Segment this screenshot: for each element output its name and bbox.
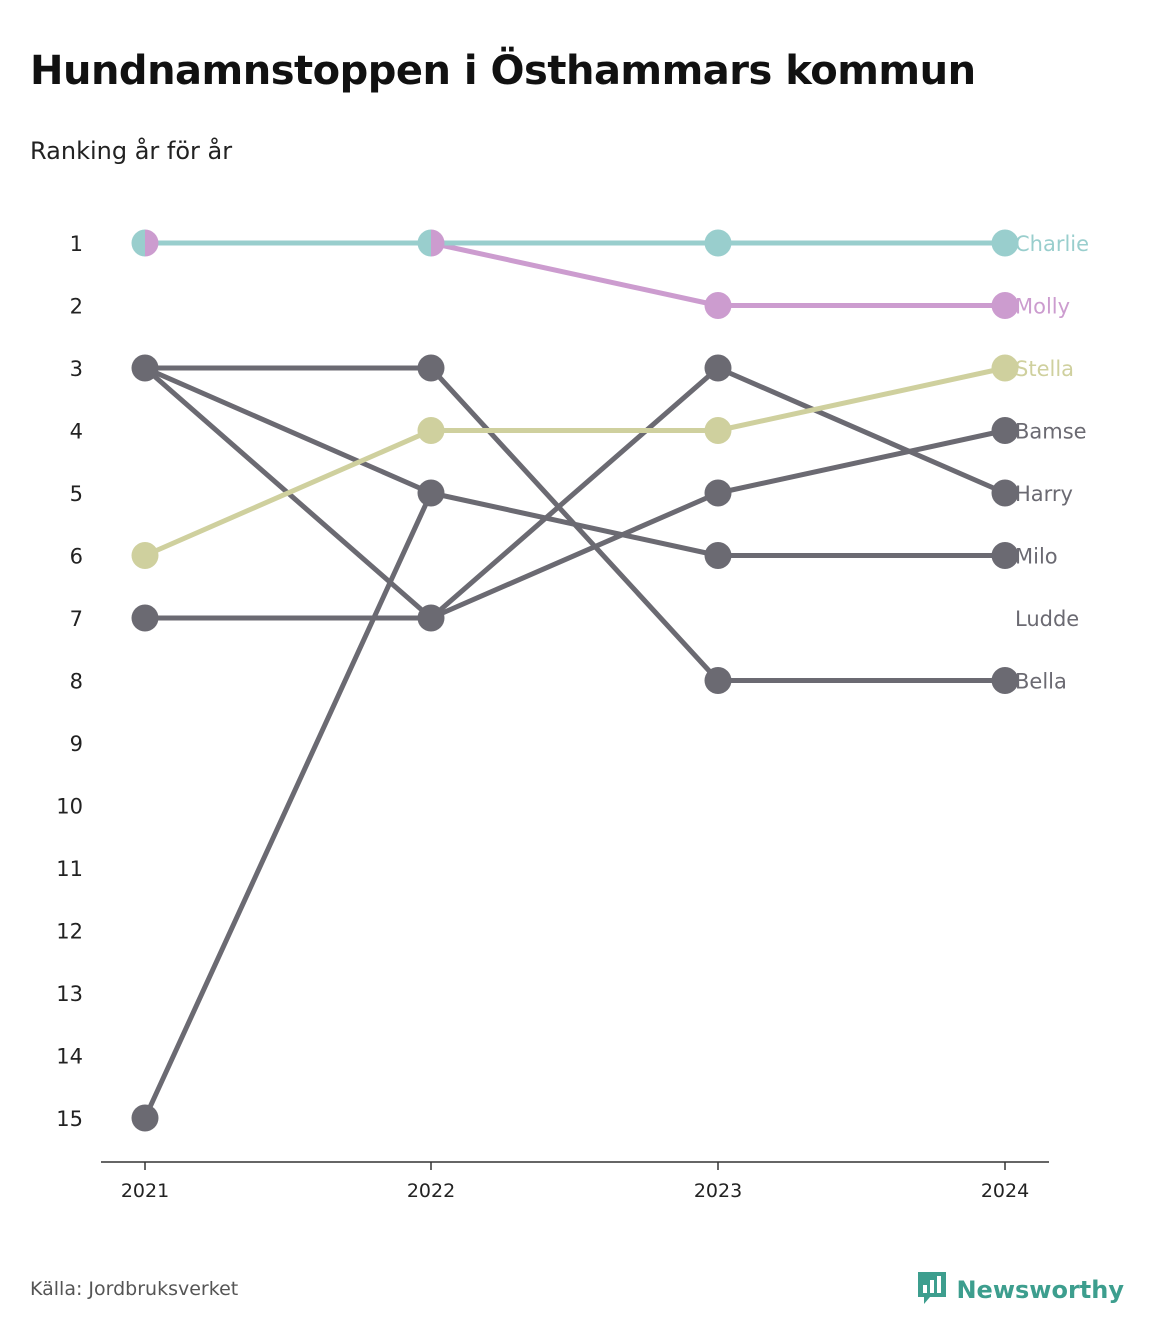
- series-point-ludde: [417, 479, 445, 507]
- y-tick-label: 12: [56, 920, 83, 944]
- series-point-bamse: [417, 604, 445, 632]
- series-lines: [142, 240, 1008, 1121]
- series-point-molly: [991, 292, 1019, 319]
- brand-logo: Newsworthy: [916, 1270, 1124, 1310]
- series-point-harry: [704, 354, 732, 382]
- series-label-charlie: Charlie: [1015, 232, 1089, 256]
- series-point-harry: [131, 604, 159, 632]
- y-tick-label: 13: [56, 982, 83, 1006]
- series-label-stella: Stella: [1015, 357, 1074, 381]
- y-tick-label: 14: [56, 1045, 83, 1069]
- series-line-stella: [142, 365, 1008, 558]
- y-tick-label: 5: [70, 482, 83, 506]
- y-tick-label: 3: [70, 357, 83, 381]
- series-point-molly: [704, 292, 732, 319]
- x-tick-label: 2022: [407, 1180, 455, 1202]
- series-point-ludde: [131, 1104, 159, 1132]
- series-point-bella: [991, 667, 1019, 694]
- y-tick-label: 15: [56, 1107, 83, 1131]
- series-points: [131, 229, 1019, 1132]
- series-point-charlie: [417, 229, 431, 257]
- newsworthy-logo-icon: [916, 1270, 948, 1310]
- series-point-stella: [704, 417, 732, 444]
- series-point-harry: [991, 479, 1019, 507]
- y-tick-label: 10: [56, 795, 83, 819]
- series-line-milo: [142, 365, 1008, 558]
- y-tick-label: 1: [70, 232, 83, 256]
- series-label-milo: Milo: [1015, 545, 1058, 569]
- brand-name: Newsworthy: [956, 1276, 1124, 1304]
- series-point-bella: [417, 354, 445, 382]
- series-label-bella: Bella: [1015, 670, 1067, 694]
- x-axis: 2021 2022 2023 2024: [101, 1161, 1049, 1202]
- series-point-stella: [417, 417, 445, 444]
- x-tick-label: 2021: [121, 1180, 169, 1202]
- series-labels: Bella Milo Harry Bamse Ludde Stella Molly Charl…: [1015, 232, 1089, 694]
- y-tick-label: 6: [70, 545, 83, 569]
- chart-title: Hundnamnstoppen i Östhammars kommun: [30, 48, 976, 94]
- series-point-charlie: [704, 229, 732, 257]
- series-point-milo: [991, 542, 1019, 569]
- series-point-bamse: [131, 354, 159, 382]
- series-point-bella: [704, 667, 732, 694]
- y-tick-label: 7: [70, 607, 83, 631]
- y-tick-label: 2: [70, 295, 83, 319]
- series-point-charlie: [131, 229, 145, 257]
- series-label-ludde: Ludde: [1015, 607, 1079, 631]
- series-point-bamse: [704, 479, 732, 507]
- x-tick-label: 2023: [694, 1180, 742, 1202]
- series-line-ludde: [142, 490, 434, 1121]
- series-line-molly: [142, 240, 1008, 308]
- series-label-bamse: Bamse: [1015, 420, 1087, 444]
- series-point-bamse: [991, 417, 1019, 444]
- series-point-molly: [431, 229, 445, 257]
- chart-subtitle: Ranking år för år: [30, 137, 233, 165]
- series-point-stella: [131, 542, 159, 569]
- series-point-stella: [991, 354, 1019, 382]
- series-point-charlie: [991, 229, 1019, 257]
- y-tick-label: 8: [70, 670, 83, 694]
- series-label-molly: Molly: [1015, 295, 1070, 319]
- series-point-milo: [704, 542, 732, 569]
- source-note: Källa: Jordbruksverket: [30, 1278, 239, 1300]
- y-tick-label: 9: [70, 732, 83, 756]
- y-tick-label: 11: [56, 857, 83, 881]
- series-label-harry: Harry: [1015, 482, 1073, 506]
- x-tick-label: 2024: [981, 1180, 1029, 1202]
- y-tick-label: 4: [70, 420, 83, 444]
- series-point-molly: [145, 229, 159, 257]
- series-line-harry: [142, 365, 1008, 621]
